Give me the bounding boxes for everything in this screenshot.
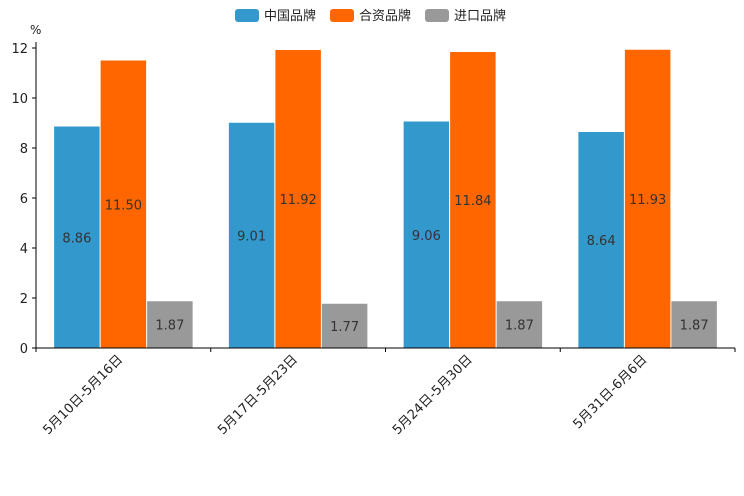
y-tick-label: 12 <box>11 42 28 57</box>
data-label: 11.50 <box>105 198 142 213</box>
data-label: 11.92 <box>280 193 317 208</box>
data-label: 1.87 <box>155 319 184 334</box>
bar-2-1 <box>100 60 147 348</box>
bar-3-1 <box>147 301 193 348</box>
data-label: 1.87 <box>505 319 534 334</box>
data-label: 1.87 <box>680 319 709 334</box>
legend-swatch <box>330 9 354 22</box>
legend: 中国品牌 合资品牌 进口品牌 <box>235 8 506 24</box>
legend-label: 中国品牌 <box>264 8 316 24</box>
bar-1-3 <box>403 121 450 348</box>
data-label: 1.77 <box>330 320 359 335</box>
x-axis: 5月10日-5月16日 5月17日-5月23日 5月24日-5月30日 5月31日-6… <box>35 347 736 438</box>
legend-swatch <box>425 9 449 22</box>
data-label: 9.01 <box>237 229 266 244</box>
data-label: 8.64 <box>587 234 616 249</box>
bar-3-2 <box>321 303 368 348</box>
y-tick-label: 0 <box>20 342 28 357</box>
data-label: 9.06 <box>412 229 441 244</box>
y-axis: 0 2 4 6 8 10 12 <box>11 42 37 357</box>
x-tick-label: 5月31日-6月6日 <box>571 352 651 432</box>
bar-1-1 <box>54 126 100 348</box>
y-axis-unit-label: % <box>30 23 41 37</box>
x-tick-label: 5月10日-5月16日 <box>40 352 126 438</box>
x-tick-label: 5月17日-5月23日 <box>215 352 301 438</box>
y-tick-label: 8 <box>20 142 28 157</box>
data-label: 11.84 <box>454 194 491 209</box>
legend-swatch <box>235 9 259 22</box>
y-tick-label: 4 <box>20 242 28 257</box>
legend-label: 进口品牌 <box>454 8 506 24</box>
bar-2-2 <box>275 50 321 348</box>
bar-1-4 <box>578 132 624 348</box>
y-tick-label: 6 <box>20 192 28 207</box>
legend-label: 合资品牌 <box>359 8 411 24</box>
bars: 8.86 9.01 9.06 8.64 11.50 11.92 11.84 11.93 1.87… <box>54 49 717 348</box>
data-label: 8.86 <box>62 231 91 246</box>
bar-3-3 <box>496 301 543 348</box>
x-tick-label: 5月24日-5月30日 <box>390 352 476 438</box>
y-tick-label: 2 <box>20 292 28 307</box>
bar-3-4 <box>671 301 717 348</box>
data-label: 11.93 <box>629 193 666 208</box>
bar-2-4 <box>624 49 671 348</box>
bar-2-3 <box>450 52 496 348</box>
y-tick-label: 10 <box>11 92 28 107</box>
bar-1-2 <box>228 122 275 348</box>
